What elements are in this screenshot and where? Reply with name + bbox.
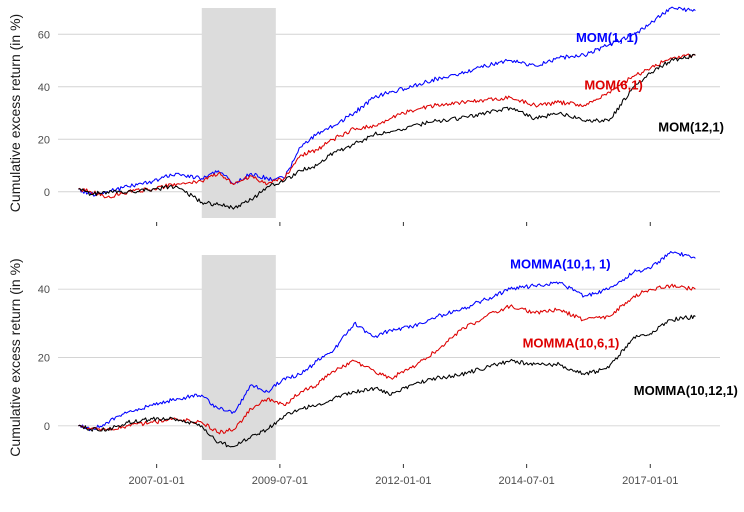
series-line-mom-12-1-: [78, 53, 696, 210]
series-line-momma-10-12-1-: [78, 314, 696, 448]
x-tick-label: 2007-01-01: [129, 475, 185, 487]
y-tick-label: 60: [38, 29, 50, 41]
series-label-mom-12-1-: MOM(12,1): [658, 119, 724, 134]
x-tick-label: 2009-07-01: [252, 475, 308, 487]
series-line-momma-10-6-1-: [78, 283, 696, 435]
recession-shading: [201, 255, 276, 460]
y-tick-label: 40: [38, 82, 50, 94]
x-tick-label: 2014-07-01: [498, 475, 554, 487]
series-line-momma-10-1-1-: [78, 251, 696, 432]
y-axis-title: Cumulative excess return (in %): [7, 14, 23, 212]
series-line-mom-1-1-: [78, 6, 696, 197]
y-tick-label: 0: [44, 187, 50, 199]
series-label-momma-10-6-1-: MOMMA(10,6,1): [523, 335, 620, 350]
y-tick-label: 40: [38, 284, 50, 296]
series-label-mom-1-1-: MOM(1, 1): [576, 30, 638, 45]
series-label-mom-6-1-: MOM(6,1): [584, 77, 643, 92]
recession-shading: [201, 8, 276, 218]
series-label-momma-10-12-1-: MOMMA(10,12,1): [634, 383, 738, 398]
y-tick-label: 20: [38, 353, 50, 365]
series-line-mom-6-1-: [78, 53, 696, 199]
x-tick-label: 2012-01-01: [375, 475, 431, 487]
chart-panel-top: 0 20 40 60 Cumulative excess return (in %) MO…: [7, 6, 724, 226]
chart-panel-bottom: 0 20 40 2007-01-01 2009-07-01 2012-01-01 2014-…: [7, 251, 738, 487]
y-tick-label: 20: [38, 134, 50, 146]
y-axis-title: Cumulative excess return (in %): [7, 258, 23, 456]
x-tick-label: 2017-01-01: [622, 475, 678, 487]
series-label-momma-10-1-1-: MOMMA(10,1, 1): [510, 257, 610, 272]
y-tick-label: 0: [44, 421, 50, 433]
